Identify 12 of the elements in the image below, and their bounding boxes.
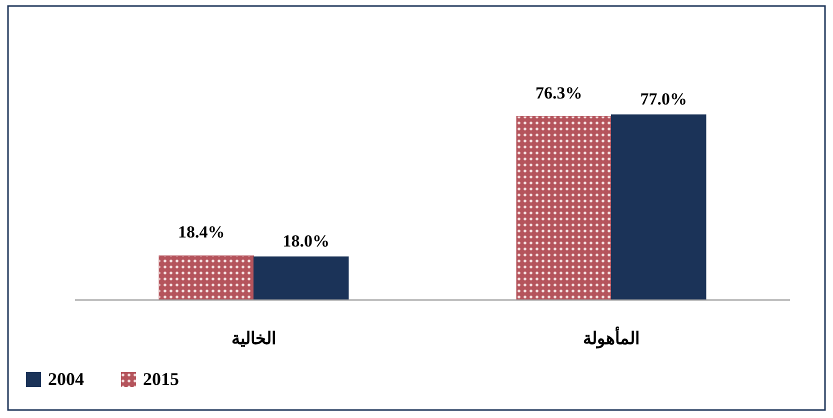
data-label: 76.3% (536, 83, 582, 102)
bar (611, 114, 706, 300)
legend-label: 2015 (143, 369, 179, 389)
bar (254, 256, 349, 300)
bar (516, 116, 612, 300)
x-tick-label: المأهولة (582, 325, 640, 349)
data-label: 18.4% (178, 222, 225, 242)
bar (158, 255, 254, 300)
x-tick-label: الخالية (231, 329, 276, 348)
data-label: 77.0% (640, 90, 687, 109)
data-label: 18.0% (282, 232, 330, 251)
legend-label: 2004 (48, 369, 84, 389)
